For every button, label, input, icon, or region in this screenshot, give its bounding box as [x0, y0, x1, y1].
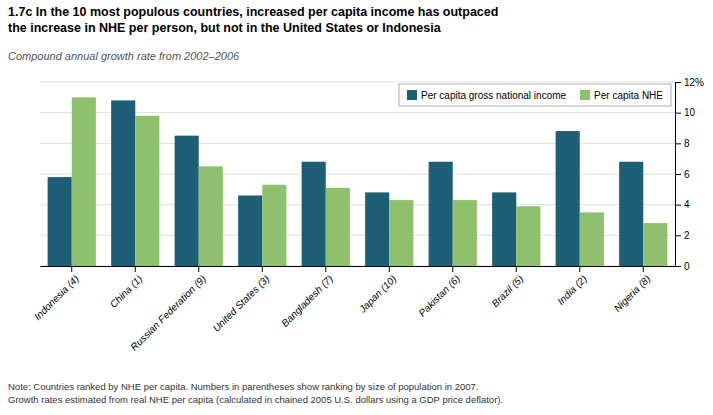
- x-tick-mark: [71, 266, 72, 272]
- x-tick-label: China (1): [108, 273, 145, 310]
- y-tick-mark: [675, 82, 681, 83]
- x-tick-label: India (2): [555, 273, 589, 307]
- note-line: Growth rates estimated from real NHE per…: [8, 394, 503, 405]
- y-tick-mark: [675, 205, 681, 206]
- y-tick: 4: [675, 199, 690, 210]
- y-axis: 0 2 4 6 8 10 12%: [675, 77, 704, 272]
- background: [0, 0, 713, 415]
- bar: [48, 177, 72, 266]
- y-tick: 0: [675, 261, 690, 272]
- bar: [326, 188, 350, 266]
- bar: [238, 195, 262, 266]
- x-tick-label: Nigeria (8): [612, 273, 653, 314]
- grid: [40, 82, 675, 266]
- x-tick: India (2): [555, 266, 589, 307]
- x-tick-mark: [579, 266, 580, 272]
- x-tick-mark: [262, 266, 263, 272]
- bar: [365, 192, 389, 266]
- y-tick: 8: [675, 138, 690, 149]
- bar: [619, 162, 643, 266]
- legend-label: Per capita gross national income: [421, 90, 567, 101]
- bar: [175, 136, 199, 266]
- y-tick-label: 4: [684, 199, 690, 210]
- x-tick: Bangladesh (7): [279, 266, 335, 329]
- x-tick-mark: [643, 266, 644, 272]
- bar: [643, 223, 667, 266]
- bar: [556, 131, 580, 266]
- x-tick-label: Indonesia (4): [32, 273, 81, 322]
- x-tick: Brazil (5): [489, 266, 525, 309]
- x-tick: Indonesia (4): [32, 266, 81, 322]
- bar: [429, 162, 453, 266]
- x-tick-label: Bangladesh (7): [279, 273, 335, 329]
- bar-series: [48, 100, 644, 266]
- bar: [72, 97, 96, 266]
- bar: [262, 185, 286, 266]
- x-axis: Indonesia (4) China (1)Russian Federation…: [32, 266, 676, 353]
- title-line: the increase in NHE per person, but not …: [8, 21, 442, 35]
- bar: [580, 212, 604, 266]
- title-line: 1.7c In the 10 most populous countries, …: [8, 5, 498, 19]
- x-tick: Japan (10): [356, 266, 398, 315]
- grid-line: [40, 82, 675, 83]
- x-tick-label: Russian Federation (9): [128, 273, 208, 353]
- y-tick: 6: [675, 169, 690, 180]
- legend: Per capita gross national income Per capi…: [399, 84, 671, 106]
- bar: [516, 206, 540, 266]
- x-tick-mark: [325, 266, 326, 272]
- x-tick: Russian Federation (9): [128, 266, 208, 353]
- y-tick-mark: [675, 113, 681, 114]
- y-tick-mark: [675, 235, 681, 236]
- y-tick-label: 12%: [684, 77, 704, 88]
- y-tick: 10: [675, 107, 696, 118]
- bar-series: [72, 97, 668, 266]
- note-line: Note: Countries ranked by NHE per capita…: [8, 381, 479, 392]
- y-tick-label: 10: [684, 107, 696, 118]
- x-tick-label: Japan (10): [356, 273, 398, 315]
- subtitle: Compound annual growth rate from 2002–20…: [8, 50, 240, 62]
- y-tick-label: 2: [684, 230, 690, 241]
- y-tick: 2: [675, 230, 690, 241]
- y-tick-label: 0: [684, 261, 690, 272]
- x-tick: United States (3): [211, 266, 272, 334]
- y-tick-label: 8: [684, 138, 690, 149]
- y-axis-line: [676, 83, 682, 267]
- x-tick-mark: [135, 266, 136, 272]
- legend-label: Per capita NHE: [594, 90, 663, 101]
- bars: [48, 97, 668, 266]
- title: 1.7c In the 10 most populous countries, …: [8, 5, 498, 35]
- legend-frame: [399, 84, 671, 106]
- x-tick-mark: [389, 266, 390, 272]
- legend-swatch: [580, 90, 590, 100]
- x-tick-label: United States (3): [211, 273, 272, 334]
- x-tick-mark: [516, 266, 517, 272]
- bar: [389, 200, 413, 266]
- y-tick-mark: [675, 143, 681, 144]
- x-tick-label: Brazil (5): [489, 273, 525, 309]
- chart: 1.7c In the 10 most populous countries, …: [0, 0, 713, 415]
- x-tick: China (1): [108, 266, 145, 310]
- y-tick-mark: [675, 174, 681, 175]
- x-tick-mark: [452, 266, 453, 272]
- note: Note: Countries ranked by NHE per capita…: [8, 381, 503, 405]
- x-tick: Pakistan (6): [416, 266, 462, 319]
- bar: [111, 100, 135, 266]
- y-tick-label: 6: [684, 169, 690, 180]
- x-tick-label: Pakistan (6): [416, 273, 462, 319]
- bar: [492, 192, 516, 266]
- bar: [135, 116, 159, 266]
- x-tick: Nigeria (8): [612, 266, 653, 314]
- y-tick: 12%: [675, 77, 704, 88]
- bar: [453, 200, 477, 266]
- y-tick-mark: [675, 266, 681, 267]
- bar: [302, 162, 326, 266]
- bar: [199, 166, 223, 266]
- legend-swatch: [407, 90, 417, 100]
- x-tick-mark: [198, 266, 199, 272]
